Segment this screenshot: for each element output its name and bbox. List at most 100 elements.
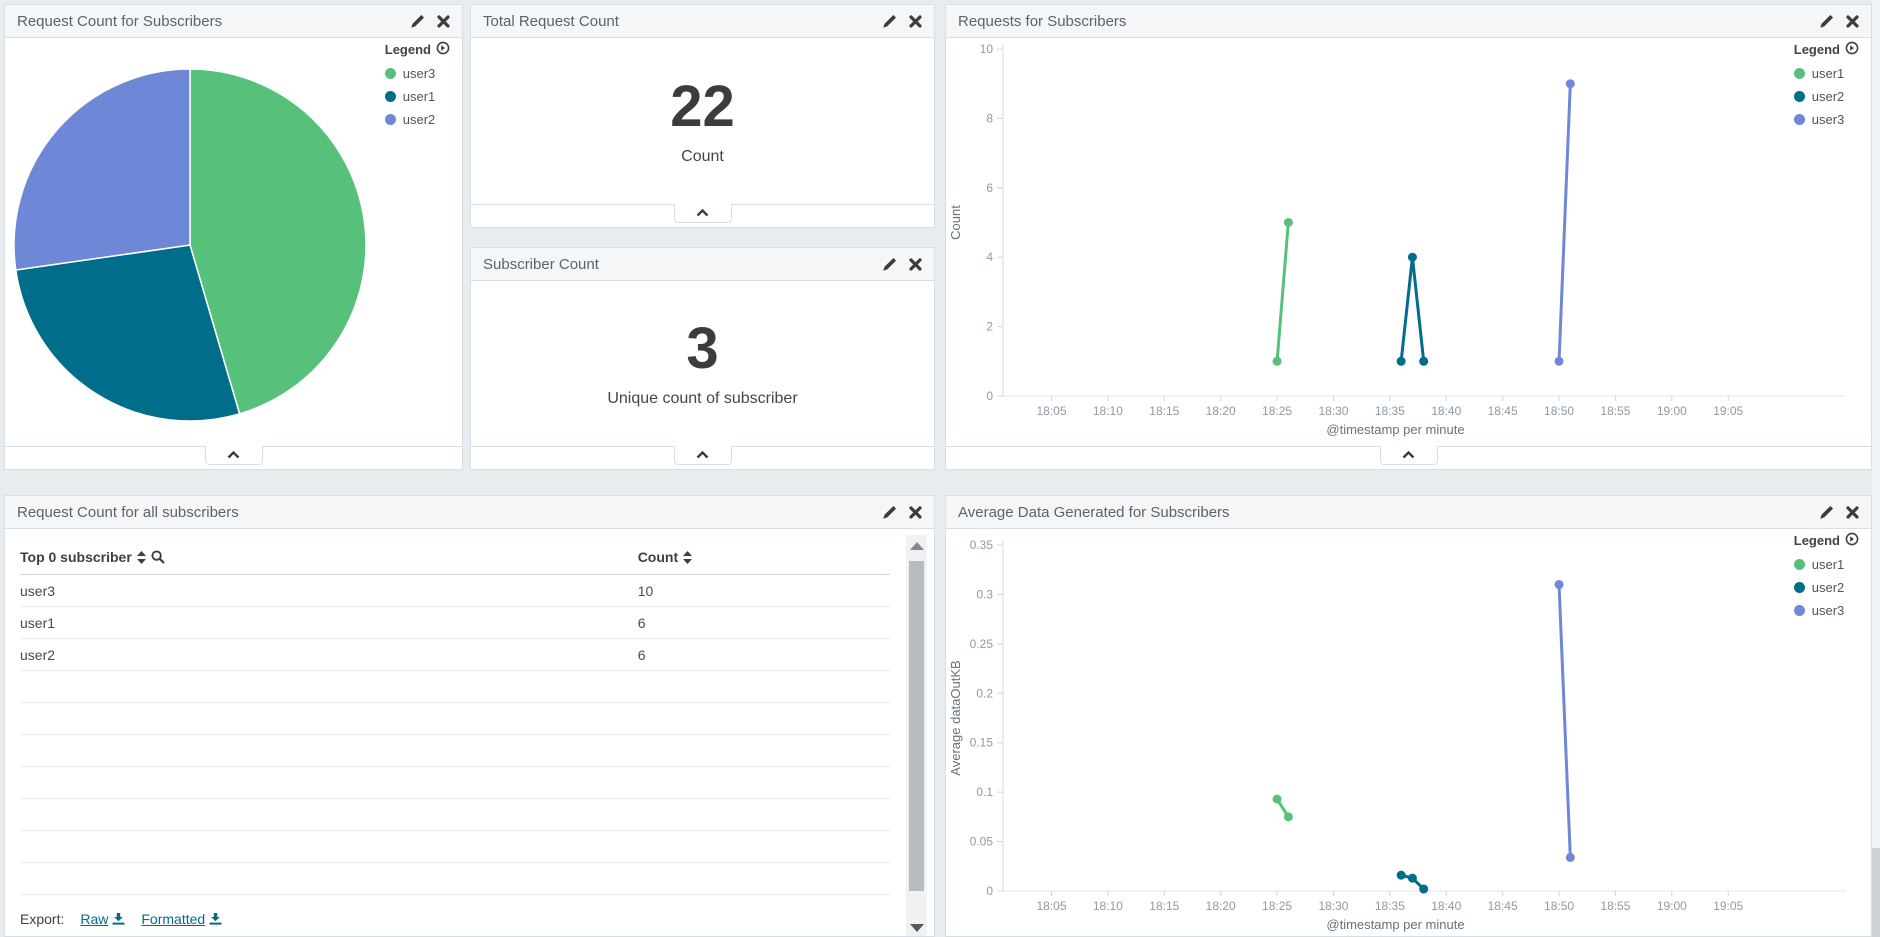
collapse-button[interactable] bbox=[673, 446, 732, 465]
data-point-user2[interactable] bbox=[1407, 252, 1417, 262]
scroll-up-arrow[interactable] bbox=[909, 542, 924, 550]
y-tick-label: 6 bbox=[986, 181, 993, 195]
legend: Legend user3 user1 user2 bbox=[384, 41, 450, 127]
panel-title: Total Request Count bbox=[483, 12, 619, 30]
pie-slice-user3[interactable] bbox=[189, 68, 367, 415]
panel-title: Request Count for Subscribers bbox=[17, 12, 223, 30]
scroll-down-arrow[interactable] bbox=[909, 924, 924, 932]
legend-item-user3[interactable]: user3 bbox=[1793, 603, 1859, 618]
legend-item-user2[interactable]: user2 bbox=[1793, 580, 1859, 595]
close-panel-icon[interactable] bbox=[909, 257, 922, 271]
series-line-user3[interactable] bbox=[1557, 584, 1572, 858]
table-cell bbox=[20, 670, 638, 703]
legend-title: Legend bbox=[384, 42, 431, 57]
table-cell bbox=[20, 766, 638, 799]
series-line-user3[interactable] bbox=[1557, 83, 1572, 362]
collapse-button[interactable] bbox=[673, 204, 732, 223]
edit-panel-icon[interactable] bbox=[882, 257, 897, 272]
legend: Legend user1 user2 user3 bbox=[1793, 532, 1859, 618]
table-cell: 10 bbox=[637, 574, 890, 607]
sort-icon bbox=[683, 550, 693, 564]
export-formatted-link[interactable]: Formatted bbox=[141, 911, 222, 927]
requests-line-chart-canvas[interactable]: 0 2 4 6 8 10 18:05 18:10 18:15 18:20 18:25 18:30 18:… bbox=[946, 38, 1871, 448]
edit-panel-icon[interactable] bbox=[1819, 14, 1834, 29]
x-tick-label: 18:15 bbox=[1149, 404, 1179, 418]
data-point-user3[interactable] bbox=[1554, 580, 1564, 590]
panel-header[interactable]: Request Count for Subscribers bbox=[5, 5, 462, 38]
page-scrollbar-thumb[interactable] bbox=[1872, 848, 1880, 937]
download-icon bbox=[209, 913, 222, 925]
chevron-up-icon bbox=[696, 450, 709, 459]
legend-item-user2[interactable]: user2 bbox=[1793, 89, 1859, 104]
legend-toggle-icon bbox=[436, 41, 450, 55]
table-cell bbox=[20, 830, 638, 863]
close-panel-icon[interactable] bbox=[437, 14, 450, 28]
legend-toggle[interactable]: Legend bbox=[1794, 532, 1859, 549]
y-tick-label: 0.1 bbox=[976, 785, 993, 799]
edit-panel-icon[interactable] bbox=[1819, 505, 1834, 520]
data-point-user1[interactable] bbox=[1272, 356, 1282, 366]
column-header-top-0-subscriber[interactable]: Top 0 subscriber bbox=[20, 539, 638, 575]
legend-item-label: user3 bbox=[1811, 603, 1845, 618]
collapse-button[interactable] bbox=[1379, 446, 1438, 465]
legend-color-dot bbox=[384, 91, 396, 102]
data-point-user3[interactable] bbox=[1565, 79, 1575, 89]
data-point-user3[interactable] bbox=[1554, 356, 1564, 366]
export-raw-link[interactable]: Raw bbox=[80, 911, 125, 927]
legend-title: Legend bbox=[1793, 533, 1840, 548]
table-cell bbox=[637, 702, 890, 735]
data-point-user2[interactable] bbox=[1396, 870, 1406, 880]
table-scrollbar[interactable] bbox=[906, 535, 927, 936]
panel-header[interactable]: Average Data Generated for Subscribers bbox=[946, 496, 1871, 529]
legend-item-user3[interactable]: user3 bbox=[384, 66, 450, 81]
data-point-user2[interactable] bbox=[1419, 884, 1429, 894]
data-point-user2[interactable] bbox=[1419, 356, 1429, 366]
legend-item-user3[interactable]: user3 bbox=[1793, 112, 1859, 127]
legend-toggle-icon bbox=[1845, 532, 1859, 546]
series-line-user2[interactable] bbox=[1399, 257, 1426, 362]
legend-toggle[interactable]: Legend bbox=[385, 41, 450, 58]
collapse-button[interactable] bbox=[204, 446, 263, 465]
edit-panel-icon[interactable] bbox=[882, 14, 897, 29]
legend-item-user1[interactable]: user1 bbox=[384, 89, 450, 104]
table-cell: user3 bbox=[20, 574, 638, 607]
panel-header[interactable]: Request Count for all subscribers bbox=[5, 496, 934, 529]
data-point-user2[interactable] bbox=[1407, 873, 1417, 883]
legend-item-user1[interactable]: user1 bbox=[1793, 66, 1859, 81]
pie-chart-canvas[interactable] bbox=[5, 38, 462, 448]
column-header-count[interactable]: Count bbox=[637, 539, 890, 575]
close-panel-icon[interactable] bbox=[1846, 14, 1859, 28]
y-tick-label: 0 bbox=[986, 884, 993, 898]
pie-slice-user2[interactable] bbox=[13, 68, 191, 271]
scrollbar-thumb[interactable] bbox=[909, 561, 924, 891]
avg-data-line-chart-canvas[interactable]: 0 0.05 0.1 0.15 0.2 0.25 0.3 0.35 18:05 18:10 18:1… bbox=[946, 529, 1871, 936]
legend-item-user2[interactable]: user2 bbox=[384, 112, 450, 127]
data-point-user2[interactable] bbox=[1396, 356, 1406, 366]
panel-header[interactable]: Subscriber Count bbox=[471, 248, 934, 281]
pie-slice-user1[interactable] bbox=[14, 244, 241, 422]
data-point-user3[interactable] bbox=[1565, 852, 1575, 862]
data-point-user1[interactable] bbox=[1283, 812, 1293, 822]
legend-toggle[interactable]: Legend bbox=[1794, 41, 1859, 58]
x-tick-label: 18:05 bbox=[1036, 899, 1066, 913]
x-tick-label: 18:30 bbox=[1318, 404, 1348, 418]
close-panel-icon[interactable] bbox=[909, 14, 922, 28]
x-tick-label: 19:00 bbox=[1657, 404, 1687, 418]
close-panel-icon[interactable] bbox=[1846, 505, 1859, 519]
data-point-user1[interactable] bbox=[1283, 218, 1293, 227]
close-panel-icon[interactable] bbox=[909, 505, 922, 519]
panel-header[interactable]: Requests for Subscribers bbox=[946, 5, 1871, 38]
legend-item-label: user2 bbox=[1811, 89, 1845, 104]
x-tick-label: 18:20 bbox=[1206, 899, 1236, 913]
panel-header[interactable]: Total Request Count bbox=[471, 5, 934, 38]
table-cell bbox=[20, 862, 638, 895]
legend-color-dot bbox=[384, 68, 396, 79]
legend-item-user1[interactable]: user1 bbox=[1793, 557, 1859, 572]
data-point-user1[interactable] bbox=[1272, 794, 1282, 804]
x-tick-label: 18:05 bbox=[1036, 404, 1066, 418]
edit-panel-icon[interactable] bbox=[410, 14, 425, 29]
page-scrollbar[interactable] bbox=[1872, 0, 1880, 937]
series-line-user1[interactable] bbox=[1275, 222, 1290, 362]
edit-panel-icon[interactable] bbox=[882, 505, 897, 520]
search-icon bbox=[151, 550, 165, 564]
